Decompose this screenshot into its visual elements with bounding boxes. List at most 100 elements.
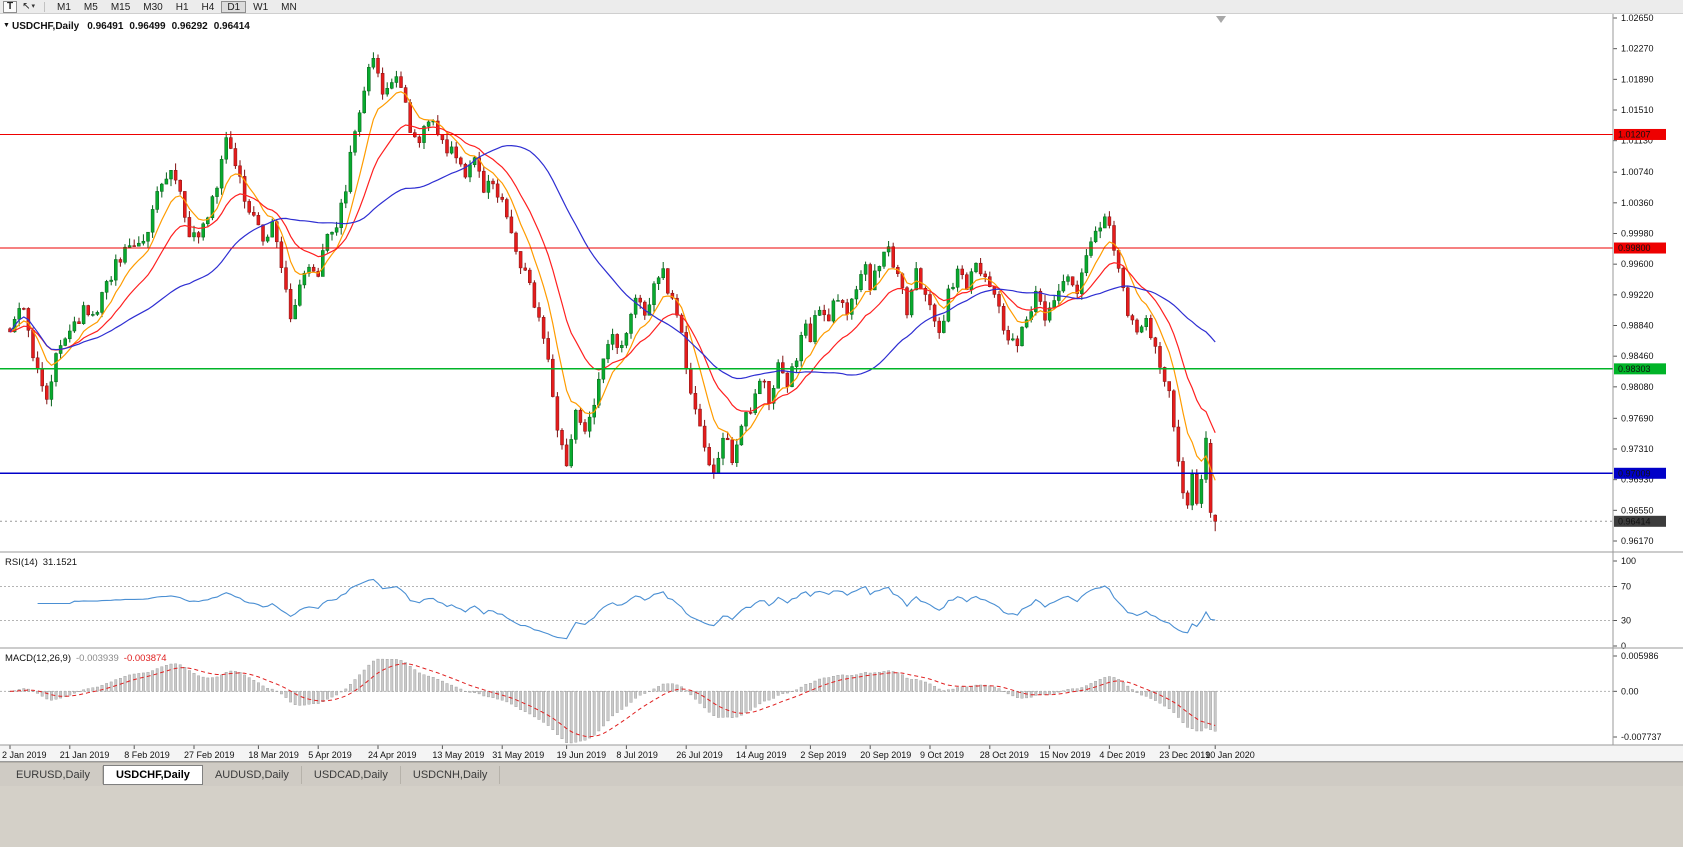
- svg-text:2 Sep 2019: 2 Sep 2019: [800, 750, 846, 760]
- rsi-line: [37, 578, 1216, 640]
- cursor-tool-button[interactable]: ↖ ▾: [19, 1, 38, 13]
- ma-line-slow: [9, 144, 1216, 380]
- macd-histogram: [8, 658, 1217, 744]
- svg-text:70: 70: [1621, 582, 1631, 592]
- svg-text:2 Jan 2019: 2 Jan 2019: [2, 750, 47, 760]
- svg-text:1.00360: 1.00360: [1621, 198, 1654, 208]
- chart-title: USDCHF,Daily 0.96491 0.96499 0.96292 0.96414: [12, 21, 250, 32]
- ohlc-open: 0.96491: [87, 21, 124, 32]
- svg-text:0.98080: 0.98080: [1621, 382, 1654, 392]
- ohlc-low: 0.96292: [172, 21, 209, 32]
- axis-price-badge: 0.97009: [1614, 467, 1666, 479]
- svg-text:0.98840: 0.98840: [1621, 321, 1654, 331]
- cursor-icon: ↖: [22, 1, 31, 12]
- macd-signal-line: [9, 663, 1216, 738]
- svg-text:0.96550: 0.96550: [1621, 505, 1654, 515]
- timeframe-button-group: M1 M5 M15 M30 H1 H4 D1 W1 MN: [51, 0, 303, 13]
- svg-text:0.99220: 0.99220: [1621, 290, 1654, 300]
- svg-text:23 Dec 2019: 23 Dec 2019: [1159, 750, 1210, 760]
- svg-text:26 Jul 2019: 26 Jul 2019: [676, 750, 723, 760]
- svg-text:4 Dec 2019: 4 Dec 2019: [1099, 750, 1145, 760]
- top-toolbar: T ↖ ▾ M1 M5 M15 M30 H1 H4 D1 W1 MN: [0, 0, 1683, 14]
- timeframe-button-m1[interactable]: M1: [57, 1, 71, 13]
- status-area: [0, 786, 1683, 847]
- axis-price-badge: 0.96414: [1614, 515, 1666, 527]
- svg-text:27 Feb 2019: 27 Feb 2019: [184, 750, 235, 760]
- timeframe-button-m5[interactable]: M5: [83, 1, 98, 13]
- svg-text:0.97009: 0.97009: [1618, 468, 1651, 478]
- timeframe-button-mn[interactable]: MN: [281, 1, 297, 13]
- svg-text:18 Mar 2019: 18 Mar 2019: [248, 750, 299, 760]
- svg-text:15 Nov 2019: 15 Nov 2019: [1040, 750, 1091, 760]
- svg-text:1.01510: 1.01510: [1621, 105, 1654, 115]
- ma-line-medium: [9, 124, 1216, 433]
- svg-text:1.02650: 1.02650: [1621, 14, 1654, 23]
- svg-text:1.02270: 1.02270: [1621, 44, 1654, 54]
- svg-text:21 Jan 2019: 21 Jan 2019: [60, 750, 110, 760]
- ohlc-close: 0.96414: [214, 21, 251, 32]
- chart-plot-area[interactable]: [0, 14, 1683, 745]
- timeframe-button-m15[interactable]: M15: [110, 1, 131, 13]
- chart-collapse-icon[interactable]: ▼: [3, 22, 10, 29]
- price-axis: 1.02650 1.02270 1.01890 1.01510 1.01130 1.007…: [1613, 14, 1662, 742]
- svg-text:9 Oct 2019: 9 Oct 2019: [920, 750, 964, 760]
- svg-text:0.99980: 0.99980: [1621, 228, 1654, 238]
- svg-text:1.01207: 1.01207: [1618, 130, 1651, 140]
- text-tool-button[interactable]: T: [3, 0, 18, 13]
- ma-line-fast: [9, 91, 1216, 481]
- svg-text:0: 0: [1621, 641, 1626, 651]
- timeframe-button-m30[interactable]: M30: [143, 1, 163, 13]
- svg-text:30: 30: [1621, 616, 1631, 626]
- svg-text:14 Aug 2019: 14 Aug 2019: [736, 750, 787, 760]
- symbol-tab-usdcad[interactable]: USDCAD,Daily: [302, 765, 401, 784]
- macd-main-value: -0.003939: [76, 653, 119, 664]
- price-chart[interactable]: 1.02650 1.02270 1.01890 1.01510 1.01130 1.007…: [0, 14, 1683, 762]
- svg-text:10 Jan 2020: 10 Jan 2020: [1205, 750, 1255, 760]
- timeframe-button-h4[interactable]: H4: [201, 1, 215, 13]
- chart-shift-marker[interactable]: [1216, 16, 1226, 23]
- svg-text:0.99800: 0.99800: [1618, 243, 1651, 253]
- svg-text:0.97310: 0.97310: [1621, 444, 1654, 454]
- symbol-tab-audusd[interactable]: AUDUSD,Daily: [203, 765, 302, 784]
- svg-text:0.98460: 0.98460: [1621, 351, 1654, 361]
- axis-price-badge: 0.98303: [1614, 363, 1666, 375]
- svg-text:1.01130: 1.01130: [1621, 136, 1653, 146]
- axis-price-badge: 1.01207: [1614, 128, 1666, 140]
- toolbar-separator: [44, 1, 46, 12]
- svg-text:0.97690: 0.97690: [1621, 413, 1654, 423]
- svg-text:100: 100: [1621, 556, 1636, 566]
- timeframe-button-w1[interactable]: W1: [253, 1, 269, 13]
- svg-text:1.00740: 1.00740: [1621, 167, 1654, 177]
- symbol-tab-usdchf[interactable]: USDCHF,Daily: [102, 764, 203, 785]
- chart-layers: 1.02650 1.02270 1.01890 1.01510 1.01130 1.007…: [0, 14, 1683, 762]
- svg-text:8 Feb 2019: 8 Feb 2019: [124, 750, 170, 760]
- rsi-title: RSI(14) 31.1521: [5, 557, 77, 568]
- svg-text:0.00: 0.00: [1621, 686, 1639, 696]
- svg-text:1.01890: 1.01890: [1621, 74, 1654, 84]
- symbol-tab-eurusd[interactable]: EURUSD,Daily: [4, 765, 103, 784]
- svg-text:13 May 2019: 13 May 2019: [432, 750, 484, 760]
- rsi-value: 31.1521: [43, 557, 77, 568]
- svg-text:0.96930: 0.96930: [1621, 475, 1654, 485]
- svg-text:28 Oct 2019: 28 Oct 2019: [980, 750, 1029, 760]
- symbol-tab-bar: EURUSD,Daily USDCHF,Daily AUDUSD,Daily USDC…: [0, 762, 1683, 786]
- axis-price-badge: 0.99800: [1614, 242, 1666, 254]
- svg-text:0.98303: 0.98303: [1618, 364, 1651, 374]
- macd-title: MACD(12,26,9) -0.003939 -0.003874: [5, 653, 167, 664]
- svg-text:5 Apr 2019: 5 Apr 2019: [308, 750, 352, 760]
- svg-text:24 Apr 2019: 24 Apr 2019: [368, 750, 417, 760]
- macd-signal-value: -0.003874: [124, 653, 167, 664]
- dropdown-caret-icon: ▾: [31, 3, 36, 10]
- date-axis: 2 Jan 2019 21 Jan 2019 8 Feb 2019 27 Feb 20…: [2, 745, 1255, 760]
- svg-text:-0.007737: -0.007737: [1621, 732, 1662, 742]
- svg-text:0.96414: 0.96414: [1618, 517, 1651, 527]
- svg-text:8 Jul 2019: 8 Jul 2019: [616, 750, 658, 760]
- svg-text:0.005986: 0.005986: [1621, 651, 1659, 661]
- ohlc-high: 0.96499: [129, 21, 166, 32]
- text-tool-icon: T: [7, 1, 14, 12]
- timeframe-button-d1[interactable]: D1: [221, 0, 247, 13]
- svg-text:0.99600: 0.99600: [1621, 259, 1654, 269]
- svg-text:0.96170: 0.96170: [1621, 536, 1654, 546]
- timeframe-button-h1[interactable]: H1: [175, 1, 189, 13]
- symbol-tab-usdcnh[interactable]: USDCNH,Daily: [401, 765, 501, 784]
